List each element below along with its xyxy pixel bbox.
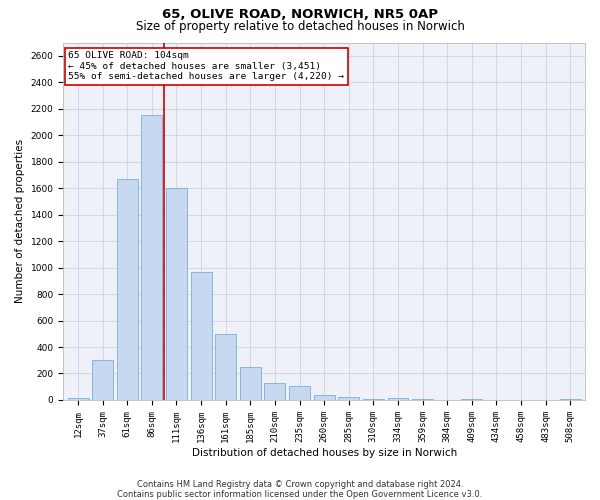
- Bar: [388, 398, 409, 400]
- Bar: [461, 399, 482, 400]
- Bar: [92, 360, 113, 400]
- Bar: [142, 116, 163, 400]
- Bar: [215, 334, 236, 400]
- Bar: [117, 179, 138, 400]
- Bar: [338, 397, 359, 400]
- X-axis label: Distribution of detached houses by size in Norwich: Distribution of detached houses by size …: [191, 448, 457, 458]
- Bar: [191, 272, 212, 400]
- Bar: [560, 398, 581, 400]
- Bar: [363, 399, 384, 400]
- Bar: [314, 396, 335, 400]
- Bar: [289, 386, 310, 400]
- Bar: [240, 367, 261, 400]
- Bar: [265, 384, 286, 400]
- Y-axis label: Number of detached properties: Number of detached properties: [15, 139, 25, 304]
- Text: Contains public sector information licensed under the Open Government Licence v3: Contains public sector information licen…: [118, 490, 482, 499]
- Text: Size of property relative to detached houses in Norwich: Size of property relative to detached ho…: [136, 20, 464, 33]
- Text: 65 OLIVE ROAD: 104sqm
← 45% of detached houses are smaller (3,451)
55% of semi-d: 65 OLIVE ROAD: 104sqm ← 45% of detached …: [68, 52, 344, 81]
- Text: Contains HM Land Registry data © Crown copyright and database right 2024.: Contains HM Land Registry data © Crown c…: [137, 480, 463, 489]
- Bar: [68, 398, 89, 400]
- Bar: [166, 188, 187, 400]
- Text: 65, OLIVE ROAD, NORWICH, NR5 0AP: 65, OLIVE ROAD, NORWICH, NR5 0AP: [162, 8, 438, 20]
